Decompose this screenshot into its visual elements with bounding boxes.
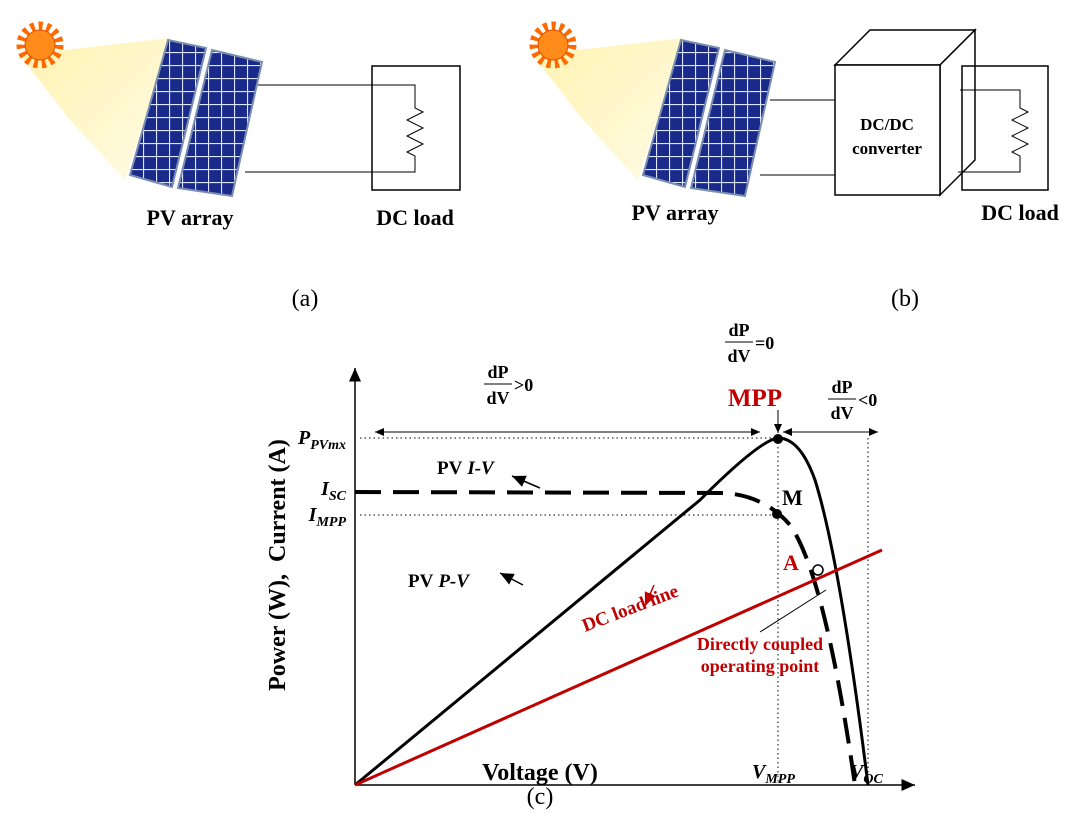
pv-array-icon	[533, 26, 775, 196]
pv-array-icon	[20, 26, 262, 196]
italic: I-V	[466, 458, 495, 479]
panel-b: DC/DC converter PV array DC load (b)	[533, 26, 1059, 312]
resistor	[407, 96, 423, 168]
load-label: DC load	[981, 200, 1059, 225]
prefix: PV	[408, 571, 434, 592]
resistor	[1012, 96, 1028, 168]
op-pointer	[760, 590, 826, 632]
load-label: DC load	[376, 205, 454, 230]
relation: <0	[858, 390, 877, 410]
slope-gt: dP dV >0	[484, 362, 533, 408]
slope-lt: dP dV <0	[828, 377, 877, 423]
numerator: dP	[487, 362, 508, 382]
relation: >0	[514, 375, 533, 395]
pv-arrow	[500, 573, 523, 585]
pv-label: PV array	[632, 200, 719, 225]
y-tick-label: IMPP	[308, 504, 347, 530]
m-label: M	[782, 485, 803, 510]
op-label: operating point	[701, 656, 820, 676]
panel-a: PV array DC load (a)	[20, 26, 460, 312]
panel-c: dP dV >0 dP dV =0 dP dV <0 MPP PPVmx ISC…	[265, 320, 915, 810]
prefix: PV	[437, 458, 463, 479]
figure: PV array DC load (a) DC/DC converter PV …	[0, 0, 1078, 813]
sub: OC	[863, 772, 883, 787]
caption: (c)	[527, 784, 554, 810]
a-label: A	[783, 550, 799, 575]
relation: =0	[755, 333, 774, 353]
slope-eq: dP dV =0	[725, 320, 774, 366]
y-axis-label: Power (W), Current (A)	[265, 439, 291, 691]
numerator: dP	[831, 377, 852, 397]
mpp-label: MPP	[728, 385, 782, 412]
y-tick-label: PPVmx	[297, 427, 346, 453]
pv-label: PV array	[147, 205, 234, 230]
denominator: dV	[830, 403, 853, 423]
converter-label: converter	[852, 139, 922, 158]
converter-label: DC/DC	[860, 115, 914, 134]
sub: SC	[329, 489, 347, 504]
denominator: dV	[486, 388, 509, 408]
x-tick-label: VMPP	[752, 761, 795, 787]
wires	[760, 100, 835, 175]
op-label: Directly coupled	[697, 634, 823, 654]
y-tick-label: ISC	[320, 478, 347, 504]
wires	[245, 85, 415, 172]
italic: P-V	[437, 571, 470, 592]
numerator: dP	[728, 320, 749, 340]
main: P	[297, 427, 311, 449]
x-axis-label: Voltage (V)	[482, 760, 598, 786]
sub: MPP	[315, 515, 346, 530]
m-point	[772, 509, 782, 519]
sub: MPP	[764, 772, 795, 787]
sub: PVmx	[310, 438, 346, 453]
mpp-point	[773, 434, 783, 444]
caption: (b)	[891, 286, 919, 312]
caption: (a)	[292, 286, 319, 312]
a-point	[813, 565, 823, 575]
iv-arrow	[512, 476, 540, 488]
load-line-label: DC load line	[579, 581, 681, 637]
denominator: dV	[727, 346, 750, 366]
